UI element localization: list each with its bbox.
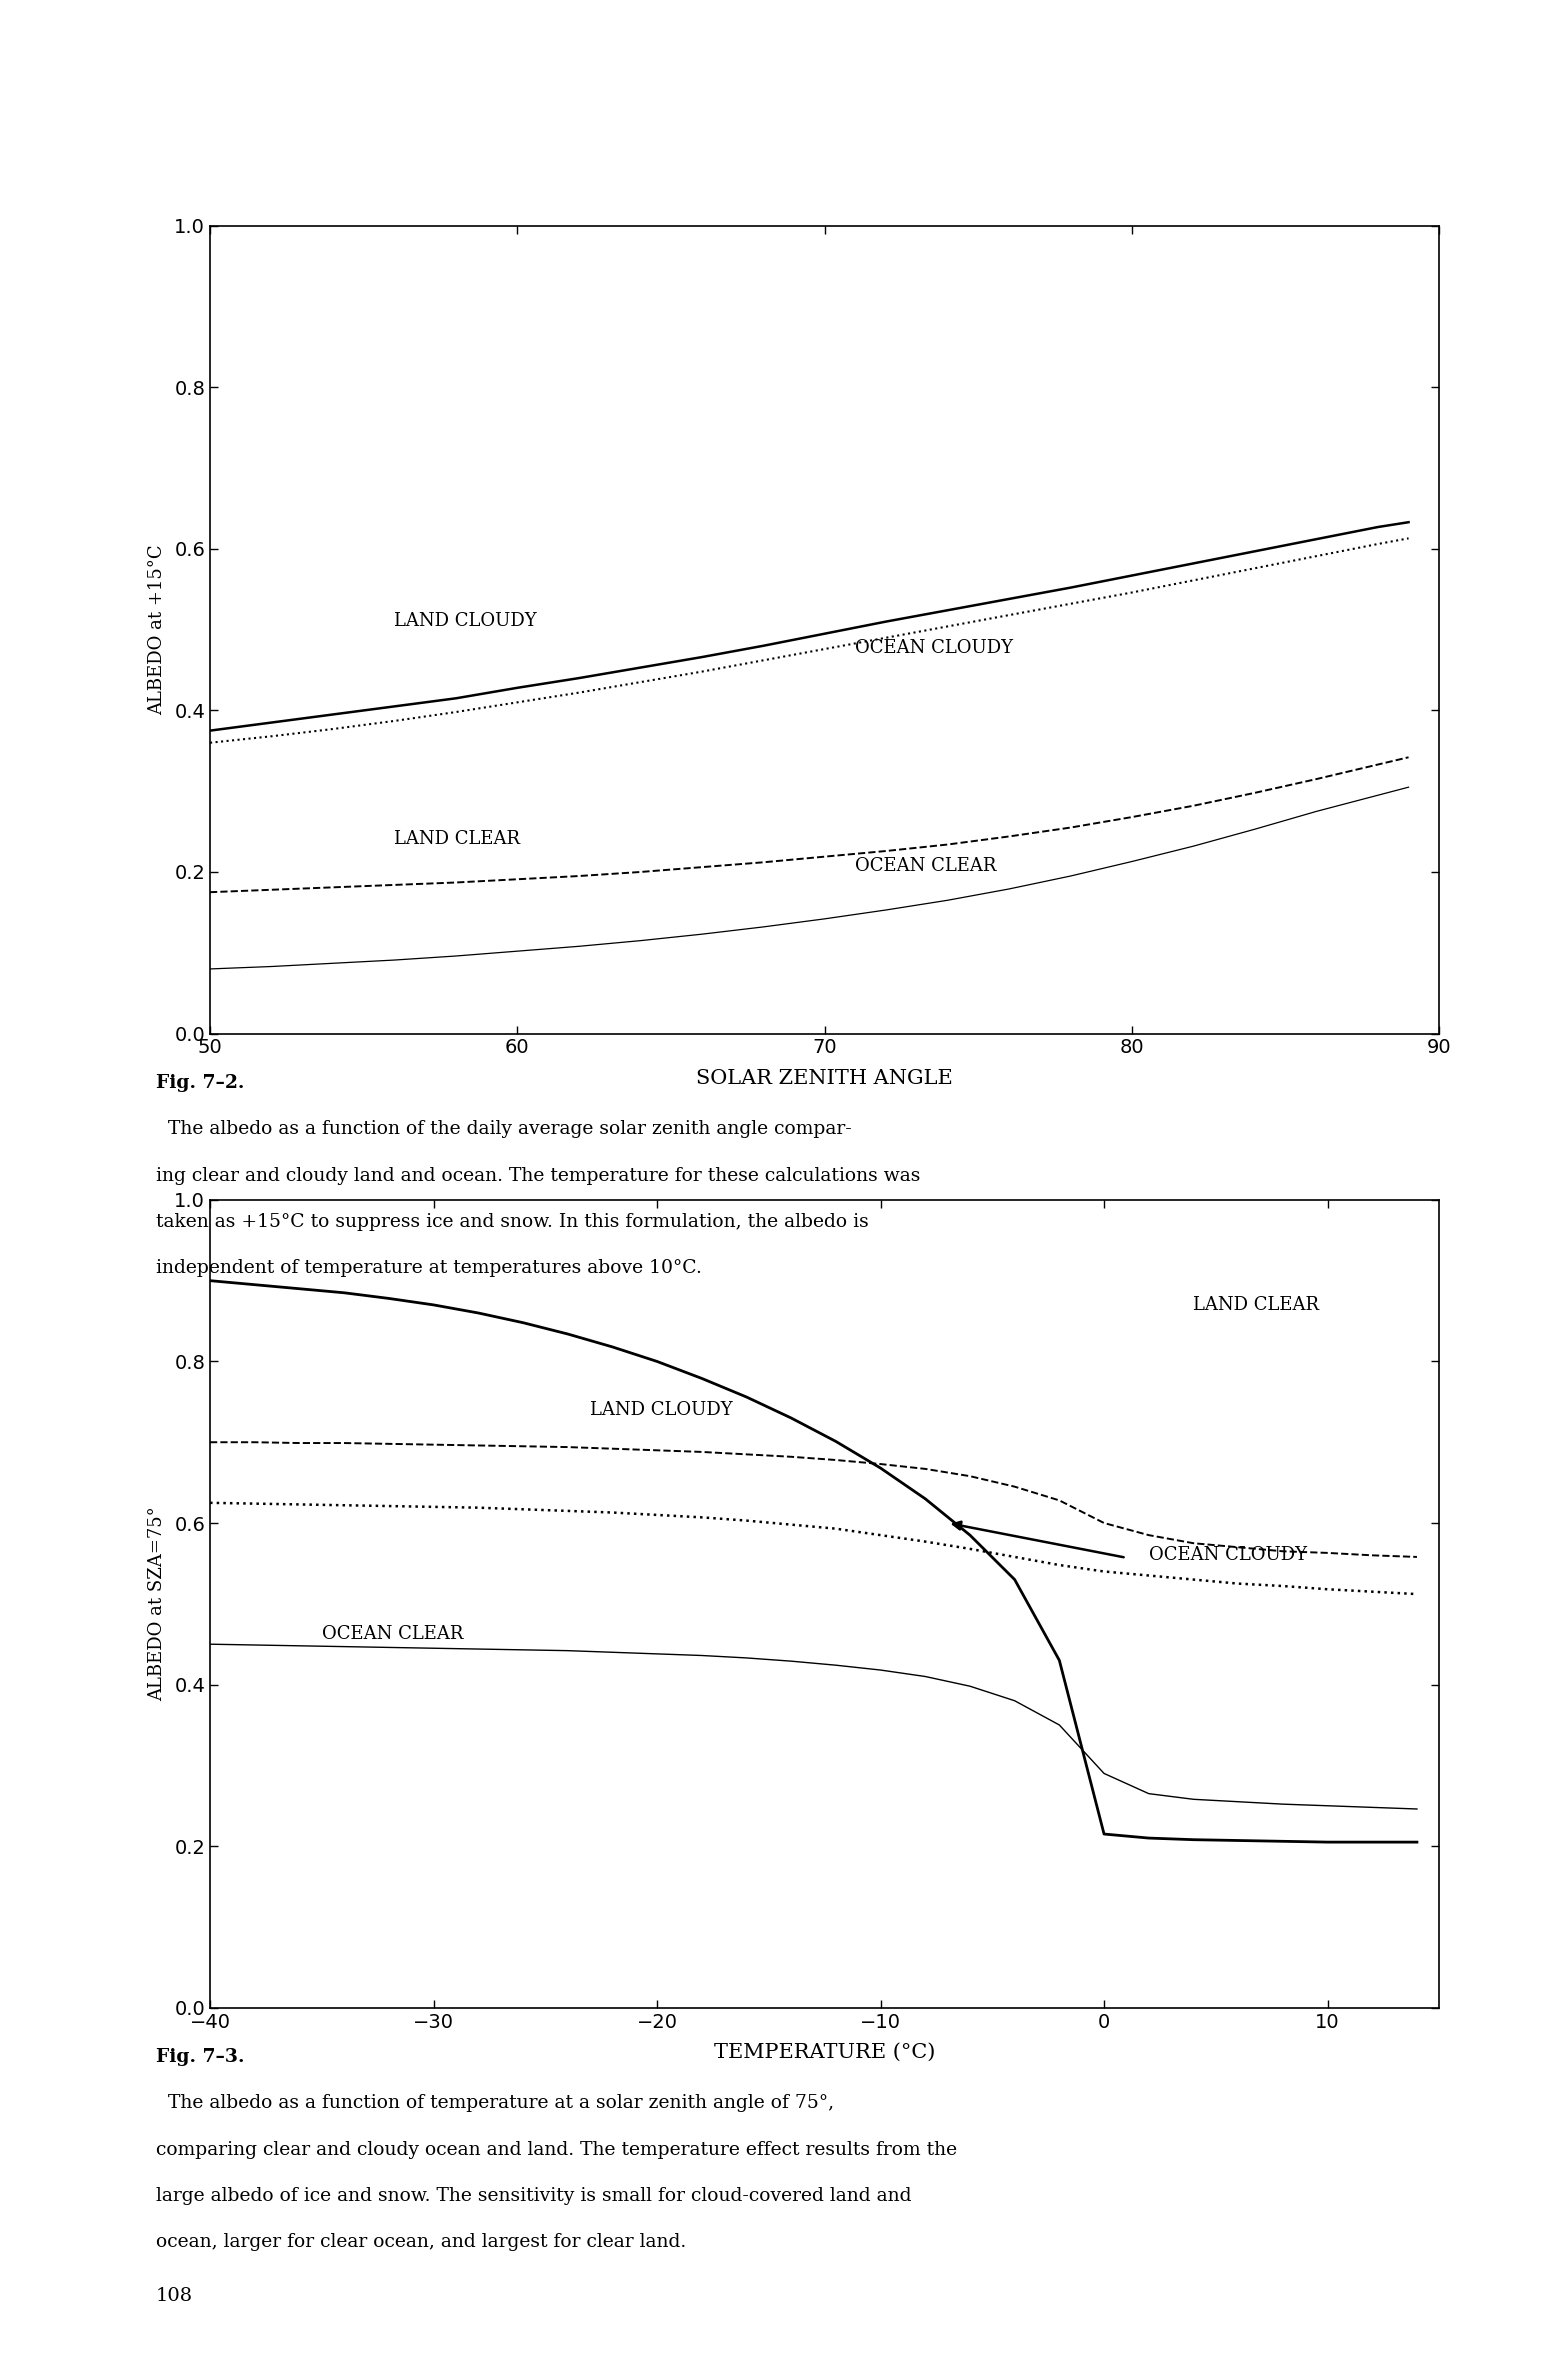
Text: OCEAN CLOUDY: OCEAN CLOUDY	[856, 639, 1013, 658]
X-axis label: TEMPERATURE (°C): TEMPERATURE (°C)	[714, 2043, 935, 2062]
Text: OCEAN CLEAR: OCEAN CLEAR	[322, 1625, 464, 1644]
Text: LAND CLEAR: LAND CLEAR	[1193, 1295, 1319, 1314]
Y-axis label: ALBEDO at SZA=75°: ALBEDO at SZA=75°	[148, 1506, 166, 1701]
Text: The albedo as a function of temperature at a solar zenith angle of 75°,: The albedo as a function of temperature …	[156, 2096, 834, 2112]
Text: OCEAN CLEAR: OCEAN CLEAR	[856, 858, 997, 874]
Text: LAND CLEAR: LAND CLEAR	[395, 829, 520, 848]
Text: LAND CLOUDY: LAND CLOUDY	[590, 1402, 733, 1418]
X-axis label: SOLAR ZENITH ANGLE: SOLAR ZENITH ANGLE	[696, 1069, 954, 1088]
Text: OCEAN CLOUDY: OCEAN CLOUDY	[1148, 1547, 1307, 1563]
Text: ocean, larger for clear ocean, and largest for clear land.: ocean, larger for clear ocean, and large…	[156, 2233, 686, 2252]
Text: The albedo as a function of the daily average solar zenith angle compar-: The albedo as a function of the daily av…	[156, 1119, 851, 1138]
Text: LAND CLOUDY: LAND CLOUDY	[395, 611, 537, 630]
Text: large albedo of ice and snow. The sensitivity is small for cloud-covered land an: large albedo of ice and snow. The sensit…	[156, 2186, 912, 2205]
Text: Fig. 7–2.: Fig. 7–2.	[156, 1074, 244, 1093]
Text: Fig. 7–3.: Fig. 7–3.	[156, 2048, 244, 2067]
Text: comparing clear and cloudy ocean and land. The temperature effect results from t: comparing clear and cloudy ocean and lan…	[156, 2141, 957, 2160]
Text: independent of temperature at temperatures above 10°C.: independent of temperature at temperatur…	[156, 1259, 702, 1278]
Text: taken as +15°C to suppress ice and snow. In this formulation, the albedo is: taken as +15°C to suppress ice and snow.…	[156, 1212, 868, 1231]
Text: 108: 108	[156, 2286, 193, 2305]
Text: ing clear and cloudy land and ocean. The temperature for these calculations was: ing clear and cloudy land and ocean. The…	[156, 1167, 920, 1186]
Y-axis label: ALBEDO at +15°C: ALBEDO at +15°C	[148, 544, 166, 715]
